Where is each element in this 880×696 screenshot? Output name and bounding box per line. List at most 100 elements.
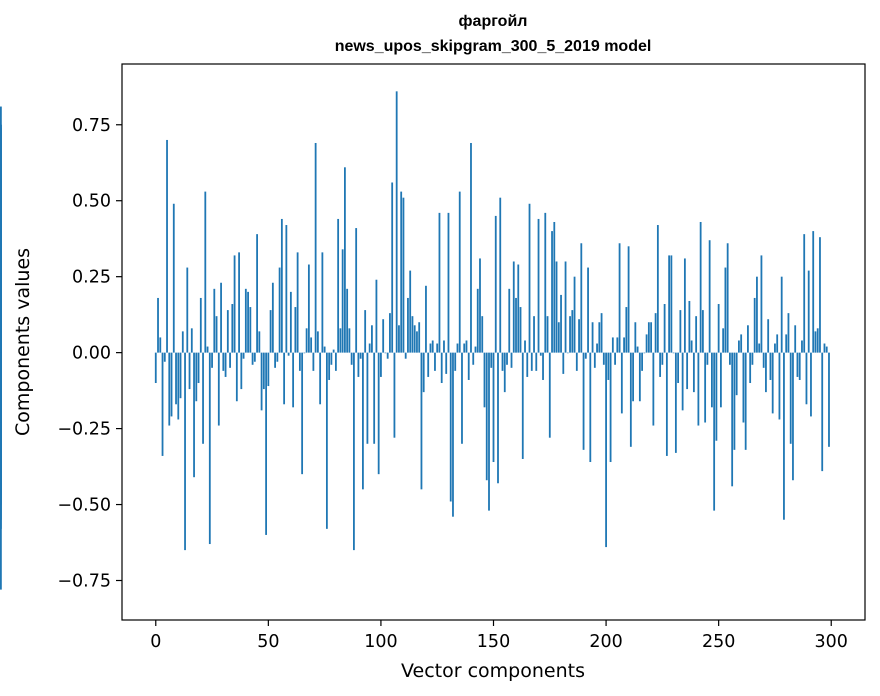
bar-component-9 (175, 352, 177, 405)
bar-component-274 (771, 352, 774, 414)
bar-component-18 (195, 352, 198, 402)
bar-component-266 (753, 297, 756, 353)
bar-component-207 (620, 352, 623, 414)
bar-component-205 (616, 337, 619, 353)
bar-component-184 (569, 316, 571, 353)
bar-component-89 (355, 228, 358, 353)
bar-component-79 (332, 349, 335, 353)
bar-component-6 (168, 352, 171, 426)
bar-component-220 (650, 322, 653, 353)
bars-group (0, 91, 830, 590)
bar-component-13 (184, 352, 186, 551)
bar-component-66 (303, 352, 306, 354)
bar-component-52 (271, 282, 274, 353)
bar-component-81 (337, 218, 340, 353)
bar-component-68 (307, 264, 310, 353)
bar-component-129 (445, 352, 448, 374)
bar-component-167 (530, 352, 533, 371)
bar-component-264 (749, 352, 752, 384)
bar-component-270 (762, 352, 765, 368)
bar-component-20 (199, 297, 202, 353)
bar-component-143 (476, 288, 479, 353)
bar-component-286 (798, 352, 801, 380)
bar-component-252 (722, 328, 725, 353)
bar-component-183 (566, 352, 569, 354)
bar-component-54 (276, 352, 279, 362)
bar-component-135 (458, 191, 461, 353)
bar-component-176 (551, 231, 553, 353)
bar-component-27 (215, 316, 218, 353)
bar-component-91 (359, 352, 362, 359)
bar-component-224 (659, 352, 662, 377)
bar-component-297 (823, 343, 826, 353)
bar-component-1 (157, 297, 159, 353)
bar-component-0 (154, 352, 157, 384)
bar-component-106 (393, 352, 396, 438)
bar-component-258 (735, 352, 738, 396)
y-tick-label: −0.50 (57, 496, 111, 516)
bar-component-113 (409, 270, 412, 353)
bar-component-84 (344, 167, 346, 353)
bar-component-288 (803, 234, 806, 353)
bar-component-230 (672, 352, 675, 354)
bar-component-126 (438, 212, 441, 353)
bar-component-71 (314, 142, 317, 353)
bar-component-38 (240, 352, 243, 390)
bar-component-261 (742, 352, 745, 423)
bar-component-210 (627, 246, 630, 353)
bar-component-256 (731, 352, 734, 487)
bar-component-243 (701, 310, 704, 353)
bar-component-235 (683, 258, 686, 353)
bar-component-33 (229, 352, 231, 368)
bar-component-271 (765, 352, 767, 393)
bar-component-197 (598, 322, 601, 353)
x-axis-ticks: 0 50 100 150 200 250 300 (150, 620, 848, 652)
bar-component-239 (692, 352, 695, 393)
bar-component-282 (789, 352, 792, 444)
y-tick-label: −0.25 (57, 420, 111, 440)
bar-component-87 (350, 352, 353, 365)
bar-component-69 (310, 337, 313, 353)
bar-component-281 (787, 313, 790, 353)
bar-component-57 (283, 352, 286, 405)
bar-component-138 (465, 340, 468, 353)
bar-component-169 (535, 352, 538, 371)
bar-component-190 (582, 352, 585, 450)
bar-component-178 (555, 261, 558, 353)
bar-component-177 (553, 221, 556, 353)
bar-component-188 (578, 319, 580, 353)
bar-component-292 (812, 231, 815, 353)
bar-component-130 (447, 212, 450, 353)
bar-component-4 (163, 352, 166, 362)
bar-component-214 (636, 346, 639, 353)
bar-component-104 (389, 313, 391, 353)
bar-component-10 (177, 352, 180, 420)
bar-component-51 (269, 310, 272, 353)
bar-component-99 (377, 352, 380, 475)
bar-component-48 (262, 352, 265, 390)
bar-component-201 (607, 352, 610, 380)
bar-component-44 (253, 352, 256, 362)
bar-component-105 (391, 182, 394, 353)
bar-component-55 (278, 267, 281, 353)
bar-component-8 (172, 203, 175, 353)
bar-component-198 (600, 313, 603, 353)
bar-component-70 (312, 352, 315, 371)
bar-component-180 (560, 294, 562, 353)
bar-component-265 (751, 352, 754, 365)
bar-component-144 (479, 258, 481, 353)
bar-component-139 (467, 352, 470, 380)
bar-component-168 (533, 316, 535, 353)
bar-component-262 (744, 352, 747, 450)
bar-component-127 (440, 352, 443, 384)
bar-component-39 (242, 352, 245, 359)
bar-component-291 (810, 352, 812, 417)
bar-component-47 (260, 352, 263, 411)
bar-component-289 (805, 352, 808, 405)
bar-component-46 (258, 331, 261, 353)
bar-component-146 (483, 352, 486, 408)
bar-component-137 (463, 343, 466, 353)
bar-component-119 (422, 352, 425, 393)
bar-component-217 (643, 352, 646, 354)
y-axis-ticks: −0.75 −0.50 −0.25 0.00 0.25 0.50 0.75 (57, 116, 122, 592)
